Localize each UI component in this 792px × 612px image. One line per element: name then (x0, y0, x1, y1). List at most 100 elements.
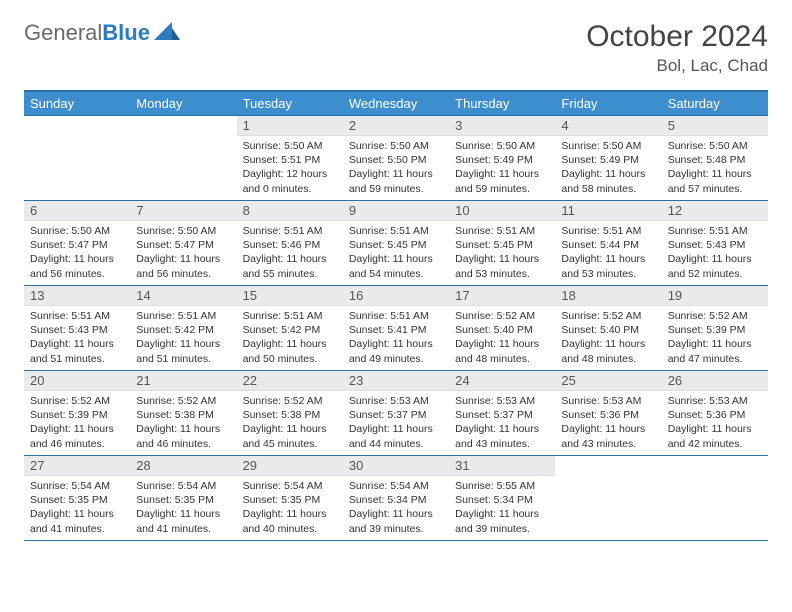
day-cell: 18Sunrise: 5:52 AMSunset: 5:40 PMDayligh… (555, 286, 661, 370)
day-body: Sunrise: 5:51 AMSunset: 5:42 PMDaylight:… (130, 306, 236, 370)
day-cell: 25Sunrise: 5:53 AMSunset: 5:36 PMDayligh… (555, 371, 661, 455)
day-body: Sunrise: 5:52 AMSunset: 5:38 PMDaylight:… (130, 391, 236, 455)
sunset-text: Sunset: 5:36 PM (668, 408, 762, 422)
day-number: 31 (449, 456, 555, 476)
day-cell: 8Sunrise: 5:51 AMSunset: 5:46 PMDaylight… (237, 201, 343, 285)
daylight-text: Daylight: 11 hours and 52 minutes. (668, 252, 762, 280)
day-body: Sunrise: 5:51 AMSunset: 5:46 PMDaylight:… (237, 221, 343, 285)
sunset-text: Sunset: 5:43 PM (30, 323, 124, 337)
day-body: Sunrise: 5:52 AMSunset: 5:39 PMDaylight:… (24, 391, 130, 455)
daylight-text: Daylight: 11 hours and 59 minutes. (349, 167, 443, 195)
day-cell: 29Sunrise: 5:54 AMSunset: 5:35 PMDayligh… (237, 456, 343, 540)
day-cell: 17Sunrise: 5:52 AMSunset: 5:40 PMDayligh… (449, 286, 555, 370)
day-number: 14 (130, 286, 236, 306)
header: GeneralBlue October 2024 Bol, Lac, Chad (24, 20, 768, 76)
daylight-text: Daylight: 11 hours and 57 minutes. (668, 167, 762, 195)
day-cell: 26Sunrise: 5:53 AMSunset: 5:36 PMDayligh… (662, 371, 768, 455)
sunset-text: Sunset: 5:34 PM (455, 493, 549, 507)
day-number: 4 (555, 116, 661, 136)
sunrise-text: Sunrise: 5:52 AM (243, 394, 337, 408)
day-body: Sunrise: 5:54 AMSunset: 5:35 PMDaylight:… (237, 476, 343, 540)
sunrise-text: Sunrise: 5:54 AM (136, 479, 230, 493)
day-number: 17 (449, 286, 555, 306)
day-body: Sunrise: 5:53 AMSunset: 5:37 PMDaylight:… (343, 391, 449, 455)
sunrise-text: Sunrise: 5:52 AM (561, 309, 655, 323)
sunrise-text: Sunrise: 5:53 AM (349, 394, 443, 408)
day-cell: 12Sunrise: 5:51 AMSunset: 5:43 PMDayligh… (662, 201, 768, 285)
location: Bol, Lac, Chad (586, 56, 768, 76)
sunrise-text: Sunrise: 5:52 AM (136, 394, 230, 408)
sunset-text: Sunset: 5:37 PM (349, 408, 443, 422)
sunset-text: Sunset: 5:47 PM (136, 238, 230, 252)
day-number: 21 (130, 371, 236, 391)
dow-wednesday: Wednesday (343, 92, 449, 115)
daylight-text: Daylight: 11 hours and 56 minutes. (136, 252, 230, 280)
day-number: 23 (343, 371, 449, 391)
day-cell (555, 456, 661, 540)
day-cell: 13Sunrise: 5:51 AMSunset: 5:43 PMDayligh… (24, 286, 130, 370)
week-row: 27Sunrise: 5:54 AMSunset: 5:35 PMDayligh… (24, 455, 768, 541)
sunset-text: Sunset: 5:35 PM (136, 493, 230, 507)
day-number: 6 (24, 201, 130, 221)
sunrise-text: Sunrise: 5:53 AM (668, 394, 762, 408)
day-number: 8 (237, 201, 343, 221)
sunrise-text: Sunrise: 5:54 AM (30, 479, 124, 493)
daylight-text: Daylight: 11 hours and 39 minutes. (455, 507, 549, 535)
day-body: Sunrise: 5:52 AMSunset: 5:38 PMDaylight:… (237, 391, 343, 455)
week-row: 6Sunrise: 5:50 AMSunset: 5:47 PMDaylight… (24, 200, 768, 285)
weeks-container: 1Sunrise: 5:50 AMSunset: 5:51 PMDaylight… (24, 115, 768, 541)
day-body: Sunrise: 5:50 AMSunset: 5:48 PMDaylight:… (662, 136, 768, 200)
calendar: Sunday Monday Tuesday Wednesday Thursday… (24, 90, 768, 541)
day-number: 2 (343, 116, 449, 136)
daylight-text: Daylight: 11 hours and 50 minutes. (243, 337, 337, 365)
sunset-text: Sunset: 5:46 PM (243, 238, 337, 252)
day-number: 24 (449, 371, 555, 391)
day-body: Sunrise: 5:55 AMSunset: 5:34 PMDaylight:… (449, 476, 555, 540)
day-cell: 27Sunrise: 5:54 AMSunset: 5:35 PMDayligh… (24, 456, 130, 540)
day-body: Sunrise: 5:50 AMSunset: 5:50 PMDaylight:… (343, 136, 449, 200)
day-number: 18 (555, 286, 661, 306)
day-cell: 21Sunrise: 5:52 AMSunset: 5:38 PMDayligh… (130, 371, 236, 455)
daylight-text: Daylight: 11 hours and 53 minutes. (561, 252, 655, 280)
daylight-text: Daylight: 11 hours and 46 minutes. (136, 422, 230, 450)
sunrise-text: Sunrise: 5:55 AM (455, 479, 549, 493)
sunset-text: Sunset: 5:42 PM (243, 323, 337, 337)
dow-thursday: Thursday (449, 92, 555, 115)
day-body: Sunrise: 5:50 AMSunset: 5:51 PMDaylight:… (237, 136, 343, 200)
day-cell: 3Sunrise: 5:50 AMSunset: 5:49 PMDaylight… (449, 116, 555, 200)
day-number: 9 (343, 201, 449, 221)
sunset-text: Sunset: 5:43 PM (668, 238, 762, 252)
day-cell: 14Sunrise: 5:51 AMSunset: 5:42 PMDayligh… (130, 286, 236, 370)
sunset-text: Sunset: 5:45 PM (349, 238, 443, 252)
day-cell: 30Sunrise: 5:54 AMSunset: 5:34 PMDayligh… (343, 456, 449, 540)
day-number: 12 (662, 201, 768, 221)
sunrise-text: Sunrise: 5:51 AM (349, 309, 443, 323)
title-block: October 2024 Bol, Lac, Chad (586, 20, 768, 76)
day-number: 20 (24, 371, 130, 391)
logo-text: GeneralBlue (24, 20, 150, 46)
sunrise-text: Sunrise: 5:54 AM (349, 479, 443, 493)
day-number: 5 (662, 116, 768, 136)
day-body: Sunrise: 5:53 AMSunset: 5:36 PMDaylight:… (662, 391, 768, 455)
day-body: Sunrise: 5:50 AMSunset: 5:47 PMDaylight:… (130, 221, 236, 285)
dow-tuesday: Tuesday (237, 92, 343, 115)
sunrise-text: Sunrise: 5:51 AM (30, 309, 124, 323)
sunset-text: Sunset: 5:37 PM (455, 408, 549, 422)
day-body: Sunrise: 5:52 AMSunset: 5:40 PMDaylight:… (449, 306, 555, 370)
day-cell: 9Sunrise: 5:51 AMSunset: 5:45 PMDaylight… (343, 201, 449, 285)
daylight-text: Daylight: 11 hours and 51 minutes. (30, 337, 124, 365)
sunset-text: Sunset: 5:39 PM (668, 323, 762, 337)
day-body: Sunrise: 5:53 AMSunset: 5:37 PMDaylight:… (449, 391, 555, 455)
day-of-week-header: Sunday Monday Tuesday Wednesday Thursday… (24, 90, 768, 115)
daylight-text: Daylight: 11 hours and 41 minutes. (136, 507, 230, 535)
daylight-text: Daylight: 11 hours and 43 minutes. (561, 422, 655, 450)
day-cell: 16Sunrise: 5:51 AMSunset: 5:41 PMDayligh… (343, 286, 449, 370)
daylight-text: Daylight: 11 hours and 56 minutes. (30, 252, 124, 280)
day-body: Sunrise: 5:51 AMSunset: 5:41 PMDaylight:… (343, 306, 449, 370)
day-number: 27 (24, 456, 130, 476)
day-cell: 31Sunrise: 5:55 AMSunset: 5:34 PMDayligh… (449, 456, 555, 540)
dow-friday: Friday (555, 92, 661, 115)
sunset-text: Sunset: 5:51 PM (243, 153, 337, 167)
daylight-text: Daylight: 12 hours and 0 minutes. (243, 167, 337, 195)
day-number: 3 (449, 116, 555, 136)
